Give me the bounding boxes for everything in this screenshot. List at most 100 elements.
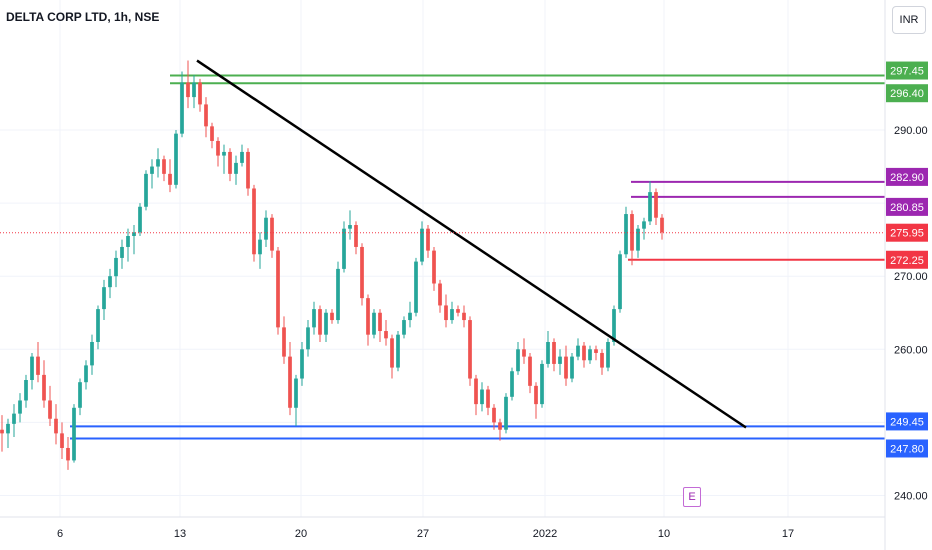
candle	[42, 360, 46, 408]
candle	[498, 418, 502, 441]
candle-body	[600, 352, 604, 368]
candle-body	[30, 356, 34, 381]
candle-body	[234, 162, 238, 174]
candle	[564, 345, 568, 386]
candle	[24, 374, 28, 408]
level-label: 296.40	[890, 88, 924, 100]
candle	[396, 331, 400, 372]
level-label-bg	[886, 412, 928, 431]
time-tick-label: 13	[174, 528, 186, 540]
candle-body	[288, 356, 292, 408]
candle-body	[60, 433, 64, 448]
candle	[276, 246, 280, 335]
level-label: 282.90	[890, 172, 924, 184]
candle-body	[300, 349, 304, 379]
chart-title: DELTA CORP LTD, 1h, NSE	[6, 10, 160, 24]
candle-body	[366, 298, 370, 335]
candle-body	[618, 254, 622, 310]
candle	[630, 210, 634, 266]
candle-body	[654, 192, 658, 218]
time-tick-label: 20	[295, 528, 307, 540]
currency-button[interactable]: INR	[892, 6, 926, 34]
candle-body	[174, 133, 178, 185]
candle-body	[594, 349, 598, 353]
candle-body	[450, 309, 454, 321]
candle-body	[624, 214, 628, 255]
candle-body	[222, 151, 226, 156]
candle-body	[642, 221, 646, 229]
candle	[258, 232, 262, 269]
candle-body	[444, 305, 448, 321]
candle	[444, 294, 448, 328]
candle	[120, 239, 124, 269]
candle-body	[204, 104, 208, 127]
candle-body	[438, 283, 442, 306]
candle	[114, 250, 118, 288]
candle-body	[498, 422, 502, 430]
candle	[126, 228, 130, 262]
candle	[576, 338, 580, 361]
candle-body	[42, 374, 46, 401]
horizontal-levels[interactable]	[70, 74, 885, 440]
candle	[342, 221, 346, 273]
candle-body	[114, 257, 118, 277]
candle-body	[630, 214, 634, 251]
candle-body	[492, 407, 496, 423]
candle	[546, 331, 550, 368]
grid	[0, 0, 885, 517]
candle-body	[522, 349, 526, 357]
candle-body	[144, 173, 148, 207]
time-axis[interactable]: 6 13 20 27 2022 10 17	[57, 528, 794, 540]
candle	[510, 367, 514, 401]
candle	[606, 338, 610, 372]
candle-body	[576, 345, 580, 357]
candle	[636, 225, 640, 258]
price-tick-label: 240.00	[894, 491, 928, 503]
candle	[12, 404, 16, 438]
candle-body	[294, 378, 298, 408]
candle	[324, 309, 328, 342]
candle-body	[156, 159, 160, 167]
candle	[516, 341, 520, 375]
level-label: 247.80	[890, 443, 924, 455]
candle-body	[258, 239, 262, 255]
candle	[456, 305, 460, 317]
candle-body	[360, 246, 364, 299]
candle	[372, 309, 376, 339]
earnings-marker[interactable]: E	[683, 487, 701, 507]
candle-body	[276, 250, 280, 328]
candle-body	[354, 225, 358, 247]
candle	[660, 214, 664, 240]
candle	[540, 360, 544, 408]
candle	[384, 320, 388, 346]
candle-body	[72, 407, 76, 461]
candle-body	[540, 363, 544, 405]
candle	[654, 188, 658, 226]
time-tick-label: 2022	[533, 528, 557, 540]
price-tick-label: 260.00	[894, 344, 928, 356]
candle-body	[348, 225, 352, 229]
candle-body	[318, 309, 322, 335]
candle-body	[612, 309, 616, 342]
candle	[234, 155, 238, 185]
trend-line[interactable]	[196, 59, 747, 429]
candle	[174, 130, 178, 189]
candle-body	[180, 82, 184, 134]
candle	[162, 155, 166, 182]
candle	[552, 338, 556, 372]
candle-body	[504, 396, 508, 430]
candle	[54, 404, 58, 445]
candle	[438, 279, 442, 313]
candle-body	[390, 338, 394, 368]
candle-body	[330, 312, 334, 321]
candle-body	[102, 287, 106, 310]
candle	[570, 352, 574, 383]
candle-body	[582, 345, 586, 361]
candle	[72, 404, 76, 463]
candle-body	[462, 312, 466, 321]
candle	[348, 210, 352, 240]
candle	[240, 144, 244, 167]
candle-body	[648, 192, 652, 222]
